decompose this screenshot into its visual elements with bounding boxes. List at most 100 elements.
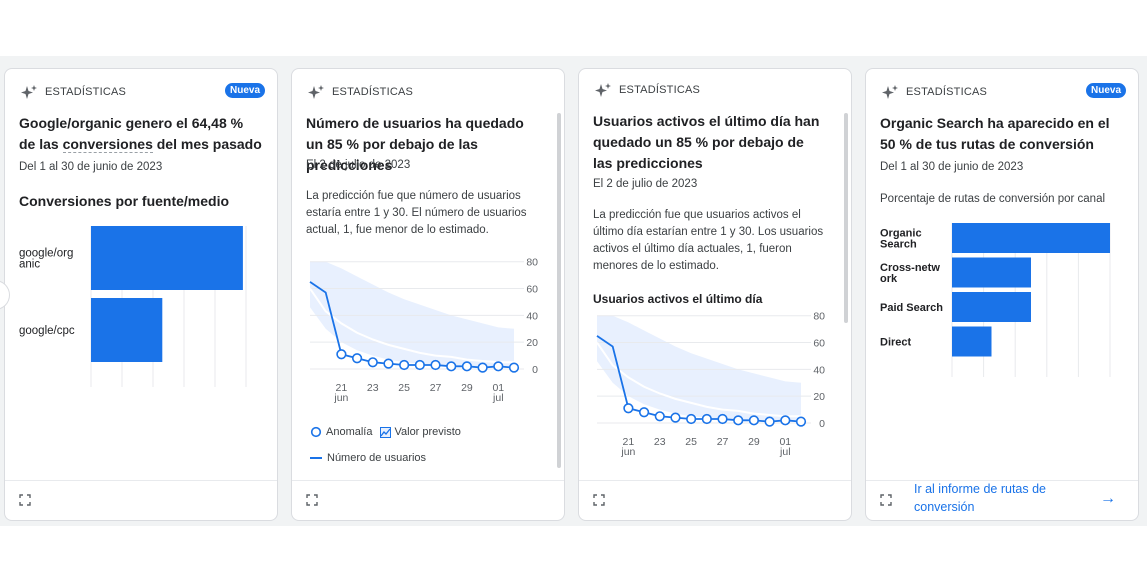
category-label: Search	[880, 239, 917, 251]
anomaly-marker-icon	[310, 426, 322, 438]
card-title: Usuarios activos el último día han queda…	[593, 113, 820, 171]
anomaly-point	[383, 358, 394, 369]
category-label: google/org	[19, 248, 73, 260]
header-label: ESTADÍSTICAS	[906, 86, 988, 98]
y-tick-label: 60	[813, 338, 825, 350]
insight-card-3[interactable]: ESTADÍSTICAS Usuarios activos el último …	[578, 68, 852, 521]
anomaly-point	[717, 413, 728, 425]
card-date: El 2 de julio de 2023	[306, 159, 411, 171]
sparkle-icon	[595, 83, 611, 97]
sparkle-icon	[308, 85, 324, 99]
x-tick-label: 29	[748, 436, 760, 448]
x-tick-sublabel: jun	[333, 392, 348, 404]
category-label: google/cpc	[19, 325, 75, 337]
y-tick-label: 60	[526, 284, 538, 296]
card-header: ESTADÍSTICAS Nueva	[880, 83, 1126, 101]
x-tick-label: 01	[492, 382, 504, 394]
card-title: Número de usuarios ha quedado un 85 % po…	[306, 115, 524, 173]
chart-subtitle: Conversiones por fuente/medio	[19, 193, 230, 209]
new-badge: Nueva	[1085, 83, 1126, 98]
x-tick-label: 25	[398, 382, 410, 394]
category-label: Paid Search	[880, 302, 943, 314]
card-scrollbar[interactable]	[557, 113, 561, 468]
bar	[952, 223, 1110, 253]
y-tick-label: 80	[813, 311, 825, 323]
card-footer	[579, 480, 851, 520]
anomaly-point	[670, 412, 681, 423]
card-date: El 2 de julio de 2023	[593, 178, 698, 190]
category-label: Cross-netw	[880, 262, 940, 274]
y-tick-label: 0	[532, 364, 538, 376]
x-tick-label: 25	[685, 436, 697, 448]
x-tick-label: 29	[461, 382, 473, 394]
bar	[952, 257, 1031, 288]
anomaly-point	[414, 359, 425, 371]
category-label: ork	[880, 273, 898, 285]
anomaly-point	[336, 349, 347, 360]
x-tick-sublabel: jul	[492, 392, 504, 404]
anomaly-point	[493, 361, 504, 372]
category-label: Organic	[880, 228, 922, 240]
header-label: ESTADÍSTICAS	[45, 86, 127, 98]
y-tick-label: 0	[819, 418, 825, 430]
card-date: Del 1 al 30 de junio de 2023	[19, 161, 163, 173]
new-badge: Nueva	[224, 83, 265, 98]
anomaly-point	[623, 403, 634, 414]
category-label: anic	[19, 259, 40, 271]
sparkle-icon	[882, 85, 898, 99]
conversions-term[interactable]: conversiones	[62, 136, 153, 153]
expected-line	[596, 341, 801, 418]
bar	[952, 292, 1031, 322]
card-title: Google/organic genero el 64,48 % de las …	[19, 115, 262, 153]
anomaly-point	[686, 413, 697, 425]
insight-card-1[interactable]: ESTADÍSTICAS Nueva Google/organic genero…	[4, 68, 278, 521]
expand-icon[interactable]	[593, 494, 605, 506]
y-tick-label: 40	[526, 310, 538, 322]
insight-card-4[interactable]: ESTADÍSTICAS Nueva Organic Search ha apa…	[865, 68, 1139, 521]
card-scrollbar[interactable]	[844, 113, 848, 323]
anomaly-point	[701, 413, 712, 425]
anomaly-point	[446, 361, 457, 372]
x-tick-label: 21	[623, 436, 635, 448]
card-description: La predicción fue que usuarios activos e…	[593, 209, 824, 272]
card-date: Del 1 al 30 de junio de 2023	[880, 161, 1024, 173]
arrow-right-icon[interactable]: →	[1100, 490, 1116, 507]
bar	[952, 326, 992, 357]
anomaly-point	[733, 415, 744, 426]
card-footer	[5, 480, 277, 520]
chart-subtitle: Porcentaje de rutas de conversión por ca…	[880, 193, 1106, 205]
card-footer	[292, 480, 564, 520]
legend-anomaly: Anomalía	[326, 426, 373, 438]
anomaly-point	[508, 362, 520, 373]
anomaly-point	[477, 362, 488, 373]
card-footer	[866, 480, 1138, 520]
anomaly-point	[461, 361, 473, 372]
x-tick-label: 27	[717, 436, 729, 448]
bar	[91, 298, 163, 362]
chart-legend: Anomalía Valor previsto	[310, 426, 461, 438]
y-tick-label: 20	[526, 337, 538, 349]
x-tick-sublabel: jun	[620, 446, 635, 458]
anomaly-point	[748, 415, 760, 426]
y-tick-label: 40	[813, 364, 825, 376]
card-description: La predicción fue que número de usuarios…	[306, 190, 527, 236]
anomaly-point	[780, 415, 791, 426]
card-header: ESTADÍSTICAS	[306, 83, 552, 101]
expected-line	[309, 287, 514, 364]
legend-series: Número de usuarios	[327, 452, 427, 464]
expand-icon[interactable]	[880, 494, 892, 506]
anomaly-point	[654, 411, 665, 422]
insight-card-2[interactable]: ESTADÍSTICAS Número de usuarios ha queda…	[291, 68, 565, 521]
anomaly-point	[764, 416, 775, 427]
expand-icon[interactable]	[19, 494, 31, 506]
conversion-paths-report-link[interactable]: Ir al informe de rutas de conversión	[914, 482, 1047, 514]
legend-expected: Valor previsto	[394, 426, 461, 438]
chart-subtitle: Usuarios activos el último día	[593, 292, 763, 306]
header-label: ESTADÍSTICAS	[619, 84, 701, 96]
sparkle-icon	[21, 85, 37, 99]
series-line-swatch	[310, 457, 322, 459]
y-tick-label: 80	[526, 257, 538, 269]
expand-icon[interactable]	[306, 494, 318, 506]
